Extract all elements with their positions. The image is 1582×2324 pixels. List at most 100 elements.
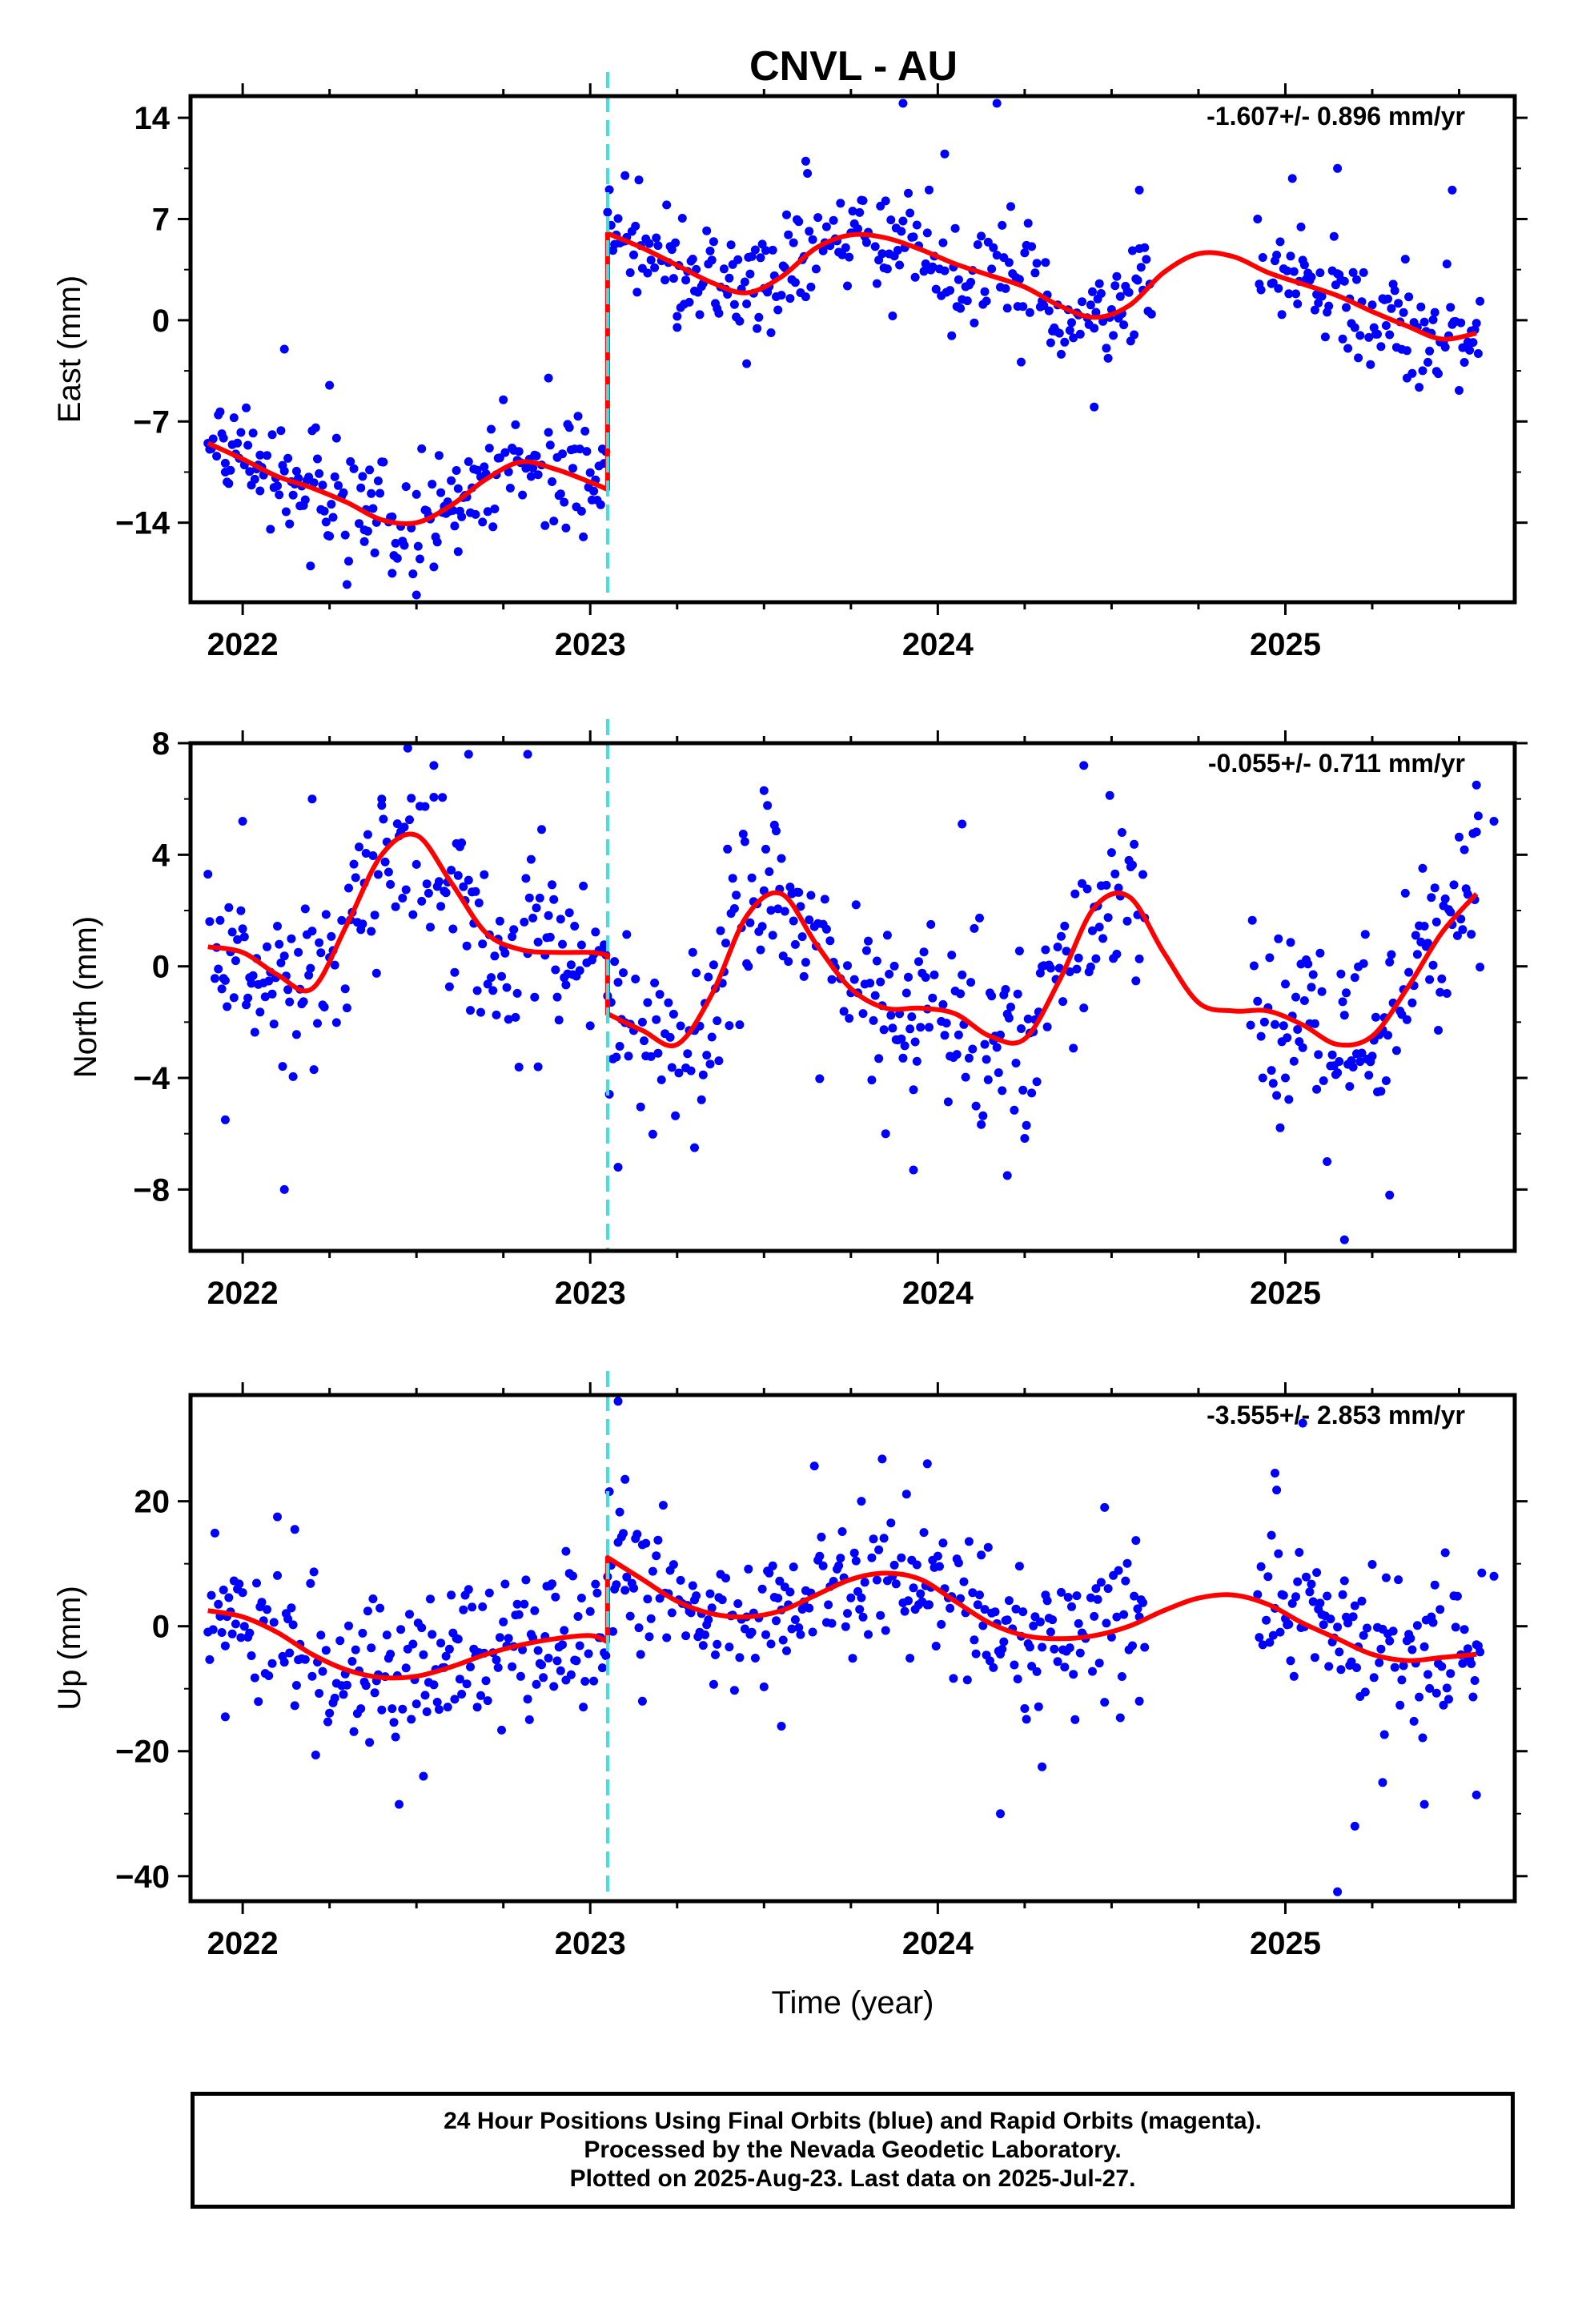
data-point-outlier	[238, 817, 247, 826]
data-point	[1042, 1596, 1052, 1606]
data-point	[698, 1641, 708, 1651]
data-point	[1387, 950, 1396, 959]
data-point	[879, 1534, 889, 1543]
data-point-outlier	[620, 1474, 630, 1484]
data-point	[650, 263, 660, 272]
data-point-outlier	[1385, 1190, 1395, 1200]
data-point	[726, 240, 736, 250]
data-point	[998, 220, 1007, 230]
data-point	[787, 1624, 797, 1634]
data-point	[1291, 992, 1300, 1002]
data-point	[1434, 1026, 1443, 1035]
data-point	[612, 1580, 621, 1590]
data-point	[1320, 332, 1330, 342]
data-point	[355, 842, 363, 852]
data-point	[220, 458, 230, 468]
data-point	[264, 976, 274, 986]
data-point	[1470, 1676, 1480, 1685]
data-point-outlier	[359, 525, 369, 535]
data-point	[524, 893, 534, 903]
data-point	[1342, 988, 1351, 998]
data-point	[1106, 1632, 1116, 1642]
data-point	[334, 480, 343, 490]
data-point	[592, 1588, 602, 1598]
panel-north: 8 4 0 −4 −8 2022 2023 2024 2025 North (mm) -0.055+…	[68, 719, 1528, 1311]
data-point	[1348, 267, 1358, 277]
data-point	[373, 476, 383, 485]
data-point	[919, 1528, 929, 1538]
y-axis-title: East (mm)	[52, 275, 87, 423]
data-point	[306, 561, 315, 571]
data-point	[1109, 331, 1118, 340]
data-point	[231, 1619, 240, 1629]
data-point	[864, 936, 873, 946]
data-point	[646, 1051, 656, 1061]
data-point	[813, 213, 823, 223]
data-point	[532, 1679, 541, 1689]
data-point	[532, 903, 541, 913]
data-point	[796, 1630, 805, 1639]
data-point	[342, 580, 351, 589]
data-point	[1472, 827, 1481, 837]
data-point	[300, 904, 310, 914]
data-point	[323, 1717, 332, 1727]
data-point	[1455, 386, 1464, 395]
data-point	[653, 1048, 663, 1058]
data-point	[644, 1632, 654, 1642]
data-point	[518, 490, 528, 500]
data-point	[754, 312, 764, 322]
data-point	[622, 1572, 632, 1582]
data-point	[619, 968, 628, 978]
data-point	[520, 917, 529, 927]
data-point	[254, 1697, 263, 1707]
data-point	[413, 541, 423, 551]
data-point	[1338, 997, 1347, 1007]
data-point	[1423, 1670, 1432, 1679]
data-point	[1419, 317, 1429, 327]
data-point	[1465, 345, 1475, 355]
data-point	[707, 1032, 717, 1042]
data-point	[306, 963, 315, 973]
data-point	[224, 1593, 234, 1602]
data-point	[1088, 926, 1097, 935]
data-point	[714, 308, 724, 318]
x-tick-label: 2025	[1250, 1926, 1321, 1961]
data-point	[533, 1646, 543, 1655]
data-point	[1444, 1695, 1453, 1704]
data-point	[901, 1490, 911, 1499]
data-point-outlier	[613, 1163, 623, 1172]
data-point	[346, 456, 355, 466]
data-point	[845, 252, 854, 262]
data-point	[632, 1530, 642, 1539]
data-point	[368, 851, 378, 860]
data-point	[1326, 1614, 1335, 1624]
data-point	[373, 870, 383, 879]
data-point	[1369, 1673, 1379, 1683]
data-point-outlier	[637, 1696, 647, 1706]
data-point	[950, 223, 960, 233]
data-point	[954, 1558, 963, 1568]
data-point	[1435, 987, 1445, 997]
data-point	[885, 969, 894, 979]
data-point	[545, 440, 555, 450]
data-point	[1418, 366, 1427, 376]
data-point	[620, 1586, 630, 1595]
data-point	[407, 794, 416, 803]
data-point	[549, 517, 559, 526]
data-point	[765, 867, 774, 876]
data-point	[613, 214, 623, 223]
data-point	[1329, 231, 1339, 241]
data-point	[650, 978, 660, 987]
data-point	[702, 1051, 712, 1060]
data-point	[235, 1579, 244, 1589]
data-point	[756, 253, 765, 263]
data-point	[1086, 962, 1095, 971]
data-point	[1018, 302, 1028, 312]
data-point	[283, 453, 293, 463]
data-point	[466, 1663, 475, 1671]
data-point	[1460, 1625, 1469, 1634]
data-point	[375, 489, 385, 498]
data-point	[488, 986, 498, 995]
data-point	[775, 1576, 785, 1586]
data-point	[309, 478, 319, 488]
